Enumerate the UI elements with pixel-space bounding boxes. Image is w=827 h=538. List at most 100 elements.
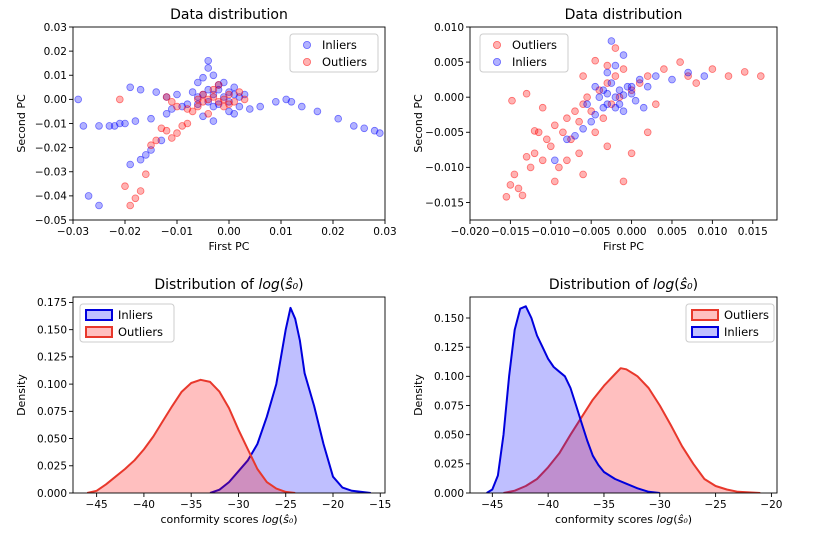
y-tick-label: −0.02 (35, 142, 67, 154)
p1-series-outliers (116, 81, 249, 210)
scatter-point (538, 103, 547, 112)
p3-axes-frame (72, 296, 386, 494)
scatter-point (225, 100, 233, 108)
scatter-point (271, 98, 280, 106)
scatter-point (214, 81, 223, 89)
scatter-point (555, 163, 563, 172)
scatter-point (583, 93, 591, 101)
x-tick-label: −0.005 (572, 226, 611, 238)
scatter-point (194, 78, 202, 87)
p2-plot-area (502, 37, 765, 201)
scatter-point (756, 72, 765, 80)
scatter-point (204, 110, 213, 118)
scatter-point (603, 142, 612, 151)
scatter-point (627, 89, 636, 98)
scatter-point (619, 177, 628, 186)
density-area (87, 379, 296, 493)
legend-patch (85, 326, 113, 338)
scatter-point (550, 177, 559, 186)
y-tick-label: 0.100 (434, 371, 464, 383)
scatter-point (173, 129, 181, 137)
scatter-point (643, 128, 652, 137)
scatter-point (635, 75, 644, 84)
scatter-point (522, 89, 531, 98)
scatter-point (209, 93, 218, 101)
y-tick-label: −0.03 (35, 167, 67, 179)
scatter-point (235, 88, 244, 96)
scatter-point (591, 56, 599, 65)
p1-y-axis-label: Second PC (15, 94, 28, 153)
scatter-point (502, 193, 511, 201)
scatter-point (639, 103, 648, 112)
y-tick-label: 0.150 (37, 324, 67, 336)
scatter-point (599, 103, 608, 112)
scatter-point (209, 85, 218, 94)
scatter-point (587, 117, 595, 126)
scatter-point (194, 95, 202, 104)
scatter-point (121, 119, 129, 128)
scatter-point (615, 86, 624, 94)
legend-label: Outliers (724, 308, 769, 322)
x-tick-label: −25 (275, 499, 297, 511)
y-tick-label: 0.025 (434, 459, 464, 471)
legend-patch (691, 326, 719, 338)
scatter-point (506, 181, 515, 189)
x-tick-label: 0.005 (657, 226, 687, 238)
legend-marker (302, 41, 311, 50)
y-tick-label: 0.00 (44, 94, 67, 106)
p4-y-axis-label: Density (412, 374, 425, 416)
scatter-point (152, 136, 161, 145)
scatter-point (126, 160, 134, 169)
y-tick-label: 0.03 (44, 22, 67, 34)
p1-legend: Inliers Outliers (289, 33, 379, 73)
density-area (503, 368, 761, 493)
x-tick-label: −45 (86, 499, 108, 511)
x-tick-label: −35 (180, 499, 202, 511)
scatter-point (603, 61, 612, 70)
legend-label: Inliers (322, 38, 357, 52)
scatter-point (152, 88, 161, 96)
p2-series-outliers (502, 44, 765, 201)
scatter-point (740, 68, 749, 76)
y-tick-label: −0.010 (425, 162, 464, 174)
scatter-point (563, 156, 571, 165)
scatter-point (131, 117, 140, 125)
scatter-point (579, 100, 587, 108)
scatter-point (204, 64, 213, 72)
scatter-point (607, 37, 616, 45)
scatter-point (563, 114, 571, 122)
y-tick-label: 0.025 (37, 461, 67, 473)
scatter-point (591, 110, 599, 119)
scatter-point (183, 119, 192, 128)
scatter-point (668, 75, 676, 84)
y-tick-label: −0.04 (35, 191, 67, 203)
scatter-point (95, 122, 103, 130)
p1-panel: −0.03 −0.02 −0.01 0.00 0.01 0.02 0.03−0.05−0.0… (15, 7, 397, 253)
y-tick-label: 0.075 (37, 406, 67, 418)
scatter-point (162, 93, 171, 101)
scatter-point (611, 61, 620, 70)
x-tick-label: −0.03 (57, 226, 89, 238)
scatter-point (595, 93, 604, 101)
x-tick-label: −35 (593, 499, 615, 511)
p4-title: Distribution of log(ŝ₀) (549, 277, 698, 293)
p3-y-axis-label: Density (15, 374, 28, 416)
p2-title: Data distribution (565, 7, 683, 23)
y-tick-label: 0.175 (37, 297, 67, 309)
scatter-point (173, 90, 181, 99)
x-tick-label: 0.01 (269, 226, 292, 238)
p4-x-axis-label: conformity scores log(ŝ₀) (555, 513, 692, 526)
scatter-point (136, 85, 145, 94)
scatter-point (643, 72, 652, 80)
scatter-point (508, 96, 516, 105)
y-tick-label: 0.150 (434, 313, 464, 325)
scatter-point (571, 132, 579, 140)
legend-marker (492, 58, 501, 67)
scatter-point (313, 107, 322, 116)
scatter-point (199, 90, 207, 99)
scatter-point (607, 79, 616, 87)
scatter-point (256, 102, 265, 111)
density-line (486, 305, 660, 493)
scatter-point (188, 88, 197, 96)
y-tick-label: −0.015 (425, 197, 464, 209)
